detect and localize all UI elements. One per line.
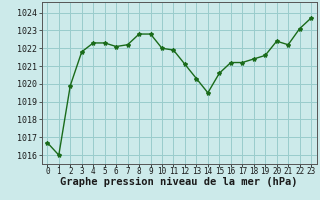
X-axis label: Graphe pression niveau de la mer (hPa): Graphe pression niveau de la mer (hPa) xyxy=(60,177,298,187)
